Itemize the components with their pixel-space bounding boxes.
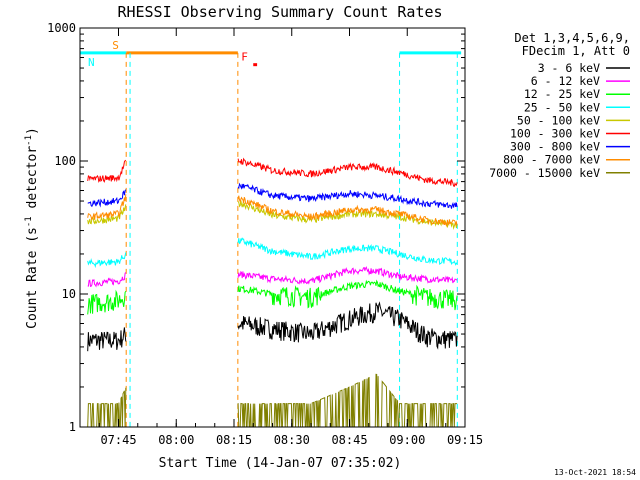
x-axis: 07:45 08:00 08:15 08:30 08:45 09:00 09:15 — [79, 28, 483, 447]
legend-entry-label: 12 - 25 keV — [524, 87, 600, 101]
flag-layer: S N F — [80, 39, 462, 69]
y-axis: 1 10 100 1000 — [47, 21, 465, 434]
flag-label: S — [112, 39, 119, 52]
series-line — [87, 387, 127, 428]
legend-header-line-2: FDecim 1, Att 0 — [522, 44, 630, 58]
footer-date: 13-Oct-2021 18:54 — [554, 468, 636, 477]
series-line — [87, 189, 127, 208]
y-tick-label: 100 — [54, 154, 76, 168]
x-tick-label: 08:30 — [274, 433, 310, 447]
series-line — [237, 157, 458, 187]
y-axis-label-end: ) — [25, 127, 40, 135]
y-tick-label: 10 — [62, 287, 76, 301]
series-line — [87, 204, 127, 225]
series-line — [237, 301, 458, 350]
flag-label: N — [88, 56, 95, 69]
y-axis-label-sup1: -1 — [24, 216, 34, 227]
x-tick-label: 08:45 — [331, 433, 367, 447]
x-tick-label: 09:00 — [389, 433, 425, 447]
flag-label: F — [241, 51, 248, 64]
chart-title: RHESSI Observing Summary Count Rates — [117, 3, 442, 21]
series-line — [237, 195, 458, 228]
plot-frame — [79, 27, 466, 428]
series-line — [87, 289, 127, 315]
series-line — [237, 266, 458, 285]
y-tick-label: 1 — [69, 420, 76, 434]
series-line — [237, 182, 458, 209]
series-layer — [87, 157, 458, 428]
y-tick-label: 1000 — [47, 21, 76, 35]
legend-entry-label: 800 - 7000 keV — [503, 153, 600, 167]
x-tick-label: 09:15 — [447, 433, 483, 447]
series-line — [87, 327, 127, 352]
series-line — [87, 159, 127, 183]
series-line — [87, 252, 127, 269]
y-axis-label-main: Count Rate (s — [25, 227, 40, 329]
y-axis-label: Count Rate (s-1 detector-1) — [24, 127, 40, 329]
boundary-layer — [125, 52, 458, 427]
y-axis-label-mid: detector — [25, 146, 40, 217]
y-axis-label-sup2: -1 — [24, 135, 34, 146]
series-line — [237, 279, 458, 311]
x-axis-label: Start Time (14-Jan-07 07:35:02) — [159, 456, 402, 471]
series-line — [237, 237, 458, 266]
series-line — [87, 272, 127, 288]
series-line — [237, 373, 458, 428]
legend-entry-label: 50 - 100 keV — [517, 113, 600, 127]
x-tick-label: 07:45 — [100, 433, 136, 447]
legend-entry-label: 7000 - 15000 keV — [489, 166, 600, 180]
legend-entry-label: 300 - 800 keV — [510, 140, 600, 154]
x-tick-label: 08:15 — [216, 433, 252, 447]
legend-entry-label: 6 - 12 keV — [531, 74, 600, 88]
legend-entry-label: 100 - 300 keV — [510, 127, 600, 141]
legend-entry-label: 3 - 6 keV — [538, 61, 600, 75]
x-tick-label: 08:00 — [158, 433, 194, 447]
series-line — [87, 194, 127, 221]
legend-header-line-1: Det 1,3,4,5,6,9, — [514, 31, 630, 45]
legend-entry-label: 25 - 50 keV — [524, 100, 600, 114]
